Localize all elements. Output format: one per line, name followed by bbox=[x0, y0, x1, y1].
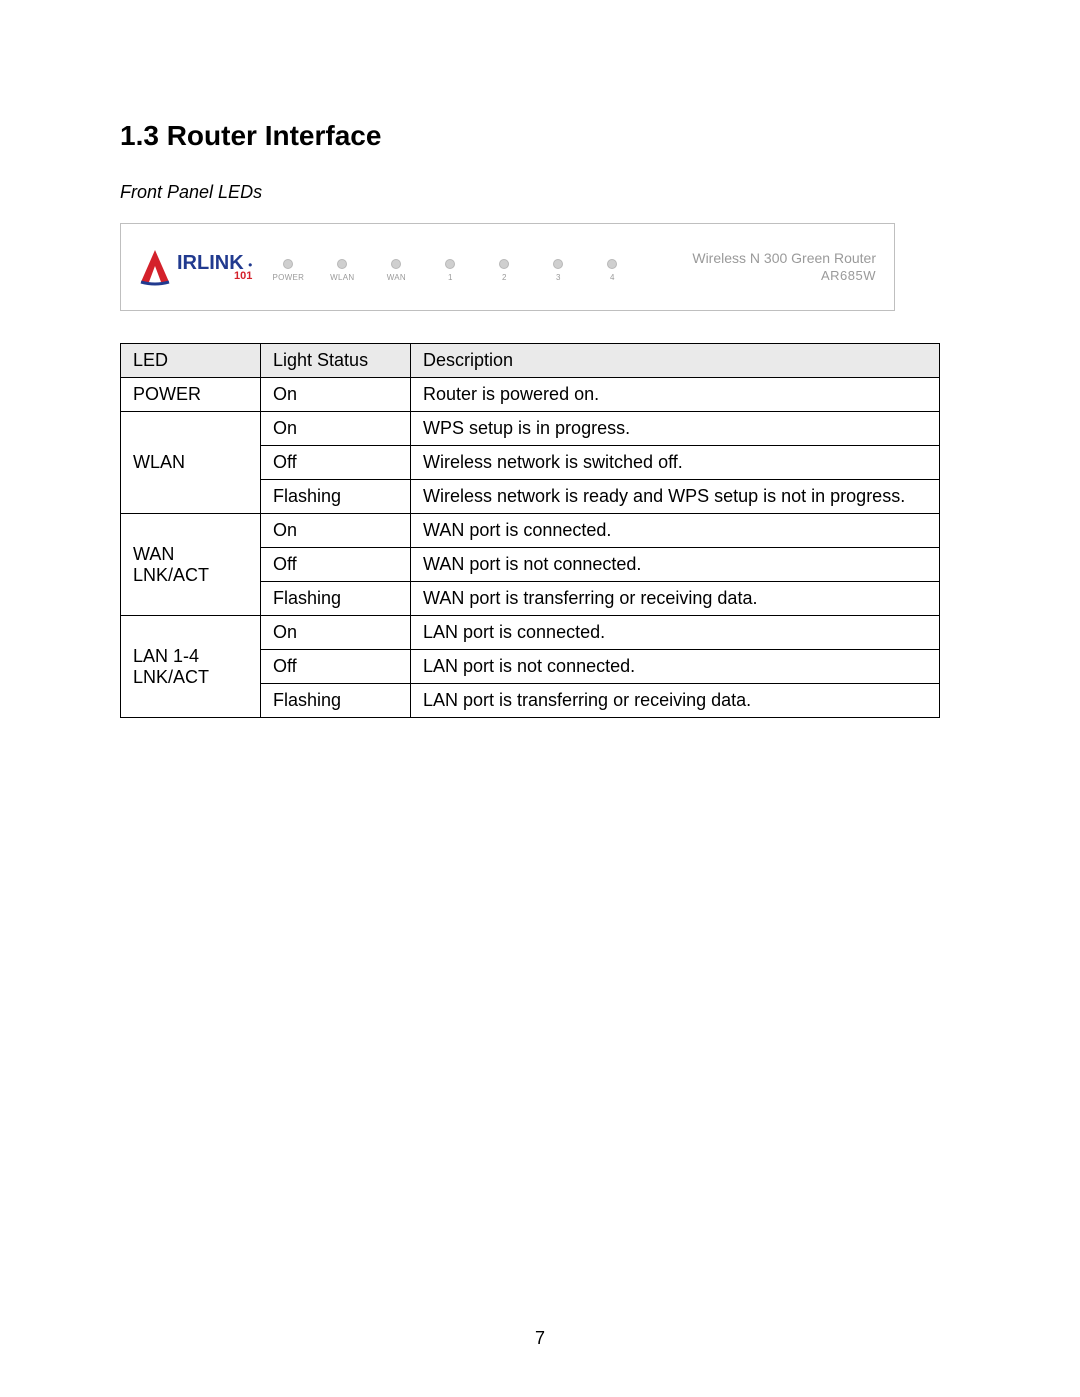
cell-light-status: Off bbox=[261, 650, 411, 684]
led-dot-icon bbox=[499, 259, 509, 269]
cell-description: WAN port is transferring or receiving da… bbox=[411, 582, 940, 616]
subheading-front-panel-leds: Front Panel LEDs bbox=[120, 182, 960, 203]
cell-light-status: Off bbox=[261, 446, 411, 480]
brand-logo: IRLINK • 101 bbox=[135, 246, 252, 288]
led-label: 1 bbox=[448, 273, 453, 282]
panel-model-text: Wireless N 300 Green Router AR685W bbox=[692, 249, 876, 284]
led-indicator: 2 bbox=[488, 259, 520, 282]
led-dot-icon bbox=[553, 259, 563, 269]
led-indicator: 3 bbox=[542, 259, 574, 282]
led-dot-icon bbox=[607, 259, 617, 269]
cell-description: Wireless network is ready and WPS setup … bbox=[411, 480, 940, 514]
led-label: POWER bbox=[272, 273, 304, 282]
cell-light-status: On bbox=[261, 412, 411, 446]
led-dot-icon bbox=[283, 259, 293, 269]
led-label: 4 bbox=[610, 273, 615, 282]
col-header-description: Description bbox=[411, 344, 940, 378]
cell-description: WAN port is connected. bbox=[411, 514, 940, 548]
cell-led-name: LAN 1-4LNK/ACT bbox=[121, 616, 261, 718]
cell-led-name: POWER bbox=[121, 378, 261, 412]
led-indicator: WLAN bbox=[326, 259, 358, 282]
led-dot-icon bbox=[445, 259, 455, 269]
panel-product-name: Wireless N 300 Green Router bbox=[692, 249, 876, 267]
led-label: 2 bbox=[502, 273, 507, 282]
led-label: WAN bbox=[387, 273, 406, 282]
panel-model-number: AR685W bbox=[692, 268, 876, 285]
led-indicator: 4 bbox=[596, 259, 628, 282]
led-dot-icon bbox=[391, 259, 401, 269]
table-row: POWEROnRouter is powered on. bbox=[121, 378, 940, 412]
cell-description: WPS setup is in progress. bbox=[411, 412, 940, 446]
cell-light-status: Flashing bbox=[261, 480, 411, 514]
cell-description: LAN port is transferring or receiving da… bbox=[411, 684, 940, 718]
table-header-row: LED Light Status Description bbox=[121, 344, 940, 378]
cell-description: Wireless network is switched off. bbox=[411, 446, 940, 480]
cell-light-status: Flashing bbox=[261, 684, 411, 718]
cell-light-status: On bbox=[261, 378, 411, 412]
cell-led-name: WANLNK/ACT bbox=[121, 514, 261, 616]
table-row: WLANOnWPS setup is in progress. bbox=[121, 412, 940, 446]
col-header-light-status: Light Status bbox=[261, 344, 411, 378]
cell-light-status: Off bbox=[261, 548, 411, 582]
table-row: WANLNK/ACTOnWAN port is connected. bbox=[121, 514, 940, 548]
cell-description: LAN port is not connected. bbox=[411, 650, 940, 684]
cell-light-status: On bbox=[261, 616, 411, 650]
page-number: 7 bbox=[0, 1328, 1080, 1349]
cell-description: Router is powered on. bbox=[411, 378, 940, 412]
col-header-led: LED bbox=[121, 344, 261, 378]
led-status-table: LED Light Status Description POWEROnRout… bbox=[120, 343, 940, 718]
front-panel-illustration: IRLINK • 101 POWER WLAN WAN 1 2 3 4 Wireless N… bbox=[120, 223, 895, 311]
led-label: WLAN bbox=[330, 273, 354, 282]
table-row: LAN 1-4LNK/ACTOnLAN port is connected. bbox=[121, 616, 940, 650]
section-title: 1.3 Router Interface bbox=[120, 120, 960, 152]
cell-light-status: Flashing bbox=[261, 582, 411, 616]
cell-description: WAN port is not connected. bbox=[411, 548, 940, 582]
led-row: POWER WLAN WAN 1 2 3 4 bbox=[272, 259, 628, 282]
led-indicator: WAN bbox=[380, 259, 412, 282]
cell-led-name: WLAN bbox=[121, 412, 261, 514]
cell-light-status: On bbox=[261, 514, 411, 548]
led-dot-icon bbox=[337, 259, 347, 269]
led-indicator: POWER bbox=[272, 259, 304, 282]
cell-description: LAN port is connected. bbox=[411, 616, 940, 650]
led-label: 3 bbox=[556, 273, 561, 282]
logo-mark-icon bbox=[135, 246, 175, 288]
led-indicator: 1 bbox=[434, 259, 466, 282]
